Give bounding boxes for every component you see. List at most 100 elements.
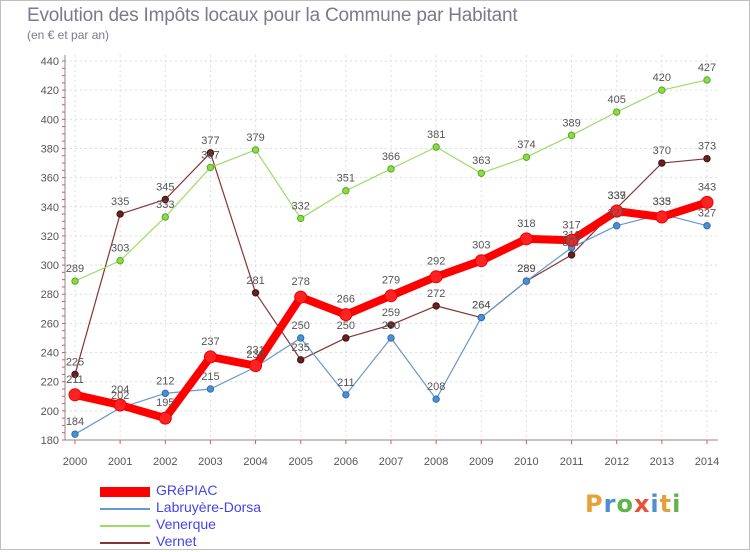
data-label: 427 <box>698 62 716 74</box>
data-point <box>658 159 666 167</box>
y-tick-label: 400 <box>41 114 59 126</box>
y-tick-label: 320 <box>41 231 59 243</box>
data-label: 366 <box>382 151 400 163</box>
data-label: 405 <box>608 94 626 106</box>
data-label: 250 <box>337 320 355 332</box>
data-label: 250 <box>382 320 400 332</box>
data-point <box>519 232 533 246</box>
x-tick-label: 2005 <box>288 456 312 468</box>
data-label: 289 <box>517 263 535 275</box>
x-tick-label: 2011 <box>560 456 584 468</box>
data-label: 335 <box>111 196 129 208</box>
data-label: 264 <box>472 300 490 312</box>
data-point <box>700 195 714 209</box>
data-point <box>71 370 79 379</box>
y-tick-label: 340 <box>41 202 59 214</box>
data-label: 212 <box>156 375 174 387</box>
logo-letter: i <box>650 490 660 518</box>
series-2 <box>71 76 711 285</box>
logo-letter: x <box>633 490 651 518</box>
data-point <box>658 86 666 94</box>
data-label: 363 <box>472 155 490 167</box>
y-tick-label: 300 <box>41 260 59 272</box>
data-label: 289 <box>517 263 535 275</box>
data-point <box>655 210 669 224</box>
data-point <box>339 308 353 322</box>
data-label: 327 <box>608 208 626 220</box>
data-point <box>384 289 398 303</box>
x-tick-label: 2003 <box>198 456 222 468</box>
legend-swatch <box>100 525 150 527</box>
data-point <box>71 430 79 438</box>
data-point <box>522 153 531 161</box>
data-label: 374 <box>517 139 535 151</box>
data-point <box>477 169 485 177</box>
x-tick-label: 2014 <box>695 456 719 468</box>
data-point <box>249 359 263 373</box>
data-label: 377 <box>201 135 219 147</box>
data-point <box>206 163 215 172</box>
data-label: 278 <box>292 276 310 288</box>
data-point <box>387 334 395 342</box>
data-label: 333 <box>156 199 174 211</box>
y-tick-label: 180 <box>41 435 59 447</box>
chart-subtitle: (en € et par an) <box>27 28 110 42</box>
data-label: 279 <box>382 275 400 287</box>
x-tick-label: 2008 <box>424 456 448 468</box>
data-point <box>342 334 350 342</box>
data-label: 230 <box>246 349 264 361</box>
data-label: 195 <box>156 397 174 409</box>
data-label: 343 <box>698 181 716 193</box>
data-point <box>432 302 440 310</box>
logo-letter: P <box>585 490 604 518</box>
data-label: 318 <box>517 218 535 230</box>
logo-letter: o <box>616 490 634 518</box>
data-point <box>161 389 169 398</box>
logo-letter: i <box>672 490 682 518</box>
data-point <box>116 210 124 218</box>
x-tick-label: 2009 <box>469 456 493 468</box>
data-point <box>565 233 579 247</box>
data-label: 211 <box>66 374 84 386</box>
x-tick-label: 2006 <box>334 456 358 468</box>
y-tick-label: 280 <box>41 289 59 301</box>
y-tick-label: 240 <box>41 348 59 360</box>
y-tick-label: 220 <box>41 377 59 389</box>
series-0 <box>68 195 714 425</box>
data-point <box>206 149 215 157</box>
data-point <box>387 165 395 173</box>
data-point <box>161 195 169 204</box>
data-point <box>251 289 260 297</box>
proxiti-logo: Proxiti <box>585 490 681 518</box>
data-point <box>342 391 350 399</box>
x-tick-label: 2001 <box>108 456 132 468</box>
legend-swatch <box>100 487 150 497</box>
data-point <box>522 277 531 285</box>
data-label: 237 <box>201 336 219 348</box>
data-point <box>703 222 711 230</box>
data-label: 292 <box>427 256 445 268</box>
data-point <box>342 187 350 195</box>
data-label: 184 <box>66 416 84 428</box>
y-tick-label: 200 <box>41 406 59 418</box>
data-point <box>432 395 440 403</box>
data-label: 339 <box>608 190 626 202</box>
data-label: 381 <box>427 129 445 141</box>
data-label: 420 <box>653 72 671 84</box>
data-point <box>477 313 485 322</box>
data-point <box>387 321 395 329</box>
data-point <box>429 270 443 284</box>
x-tick-label: 2010 <box>514 456 538 468</box>
x-tick-label: 2000 <box>63 456 87 468</box>
chart-title: Evolution des Impôts locaux pour la Comm… <box>27 5 518 26</box>
x-tick-label: 2004 <box>243 456 267 468</box>
data-label: 281 <box>246 275 264 287</box>
y-tick-label: 360 <box>41 173 59 185</box>
y-tick-label: 260 <box>41 318 59 330</box>
data-label: 370 <box>653 145 671 157</box>
data-point <box>158 411 172 425</box>
data-point <box>703 76 711 84</box>
data-label: 327 <box>698 208 716 220</box>
data-point <box>68 388 82 402</box>
data-label: 379 <box>246 132 264 144</box>
